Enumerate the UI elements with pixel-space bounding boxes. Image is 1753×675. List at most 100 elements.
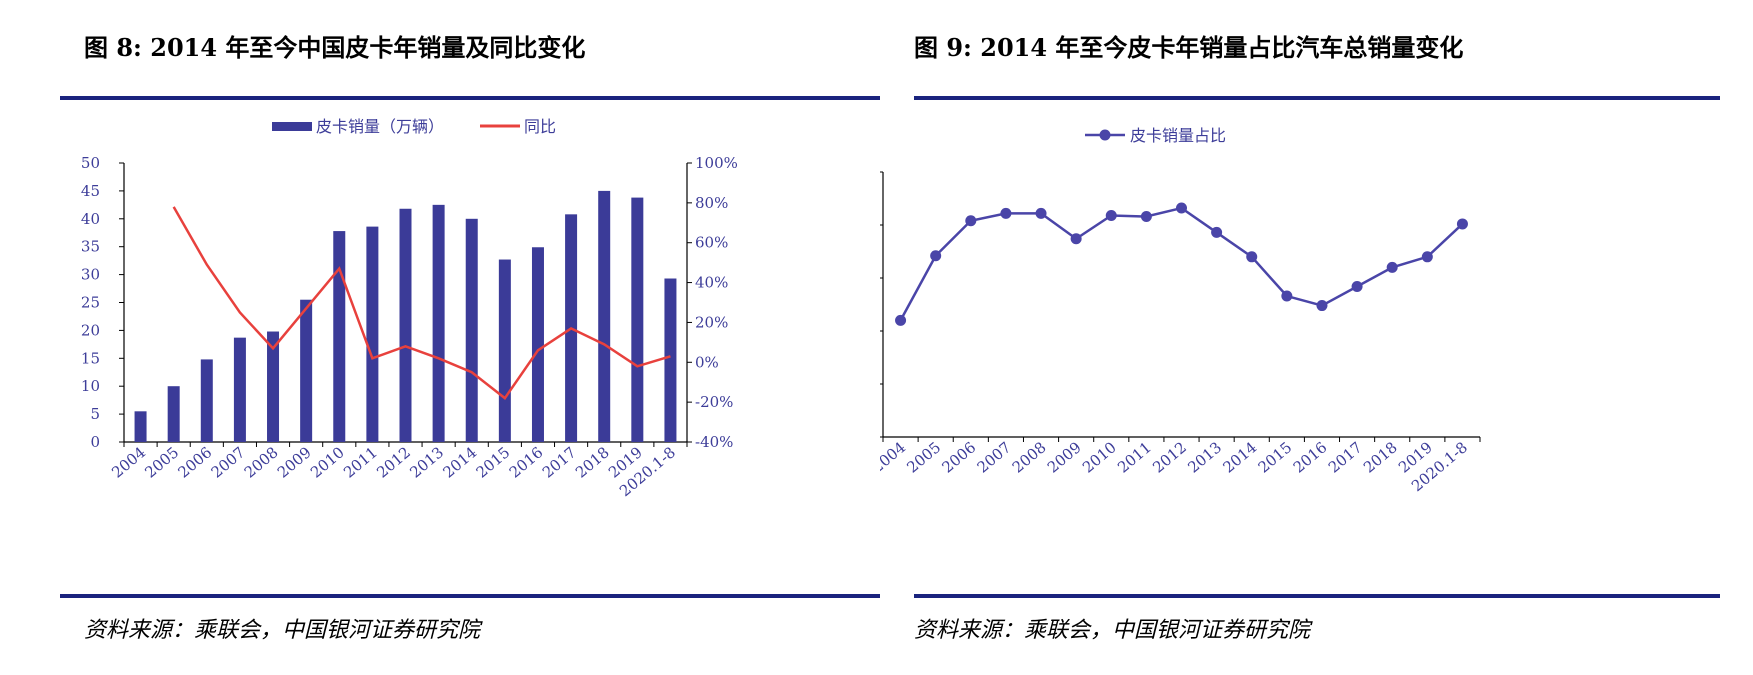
x-tick-label: 2010: [307, 443, 348, 481]
share-point: [1316, 300, 1328, 312]
sales-bar: [631, 197, 644, 442]
share-point: [1421, 251, 1433, 263]
pickup-sales-yoy-chart: 0 5 10 15 20 25 30 35 40 45 50 -40% -20% 0% 20% 40% 60% 8…: [81, 117, 738, 500]
share-point: [1351, 280, 1363, 292]
figure-8-title: 图 8: 2014 年至今中国皮卡年销量及同比变化: [84, 33, 586, 62]
left-y-tick-label: 40: [81, 210, 100, 228]
legend-marker: [1099, 129, 1111, 141]
x-tick-label: 2007: [974, 438, 1015, 476]
x-tick-label: 2014: [1219, 438, 1260, 476]
x-tick-label: 2017: [1325, 438, 1366, 476]
yoy-line: [172, 206, 671, 400]
sales-bar: [664, 278, 677, 442]
x-tick-label: 2008: [241, 443, 282, 481]
x-tick-label: 2004: [108, 443, 149, 481]
right-y-tick-label: -40%: [695, 433, 733, 451]
x-tick-label: 2015: [1255, 438, 1296, 476]
x-tick-label: 2010: [1079, 438, 1120, 476]
figure-9-source: 资料来源：乘联会，中国银河证券研究院: [914, 618, 1311, 643]
share-point: [1000, 207, 1012, 219]
figure-8-panel: 图 8: 2014 年至今中国皮卡年销量及同比变化 0 5 10 15 20 25 30 35…: [60, 33, 880, 643]
x-tick-label: 2018: [1360, 438, 1401, 476]
sales-bar: [333, 231, 346, 442]
share-point: [1070, 233, 1082, 245]
left-y-tick-label: 5: [90, 405, 100, 423]
share-point: [1386, 261, 1398, 273]
x-tick-label: 2005: [903, 438, 944, 476]
share-point: [1456, 218, 1468, 230]
x-tick-label: 2014: [439, 443, 480, 481]
right-y-tick-label: 60%: [695, 234, 728, 252]
x-tick-label: 2013: [406, 443, 447, 481]
left-y-tick-label: 20: [81, 321, 100, 339]
share-point: [1105, 209, 1117, 221]
left-y-tick-label: 45: [81, 182, 100, 200]
sales-bar: [498, 259, 511, 442]
x-tick-label: 2007: [208, 443, 249, 481]
sales-bar: [598, 190, 611, 442]
sales-bar: [465, 218, 478, 442]
figure-8-bottom-rule: [60, 594, 880, 598]
x-tick-label: 2009: [274, 443, 315, 481]
x-tick-label: 2011: [1114, 438, 1155, 476]
figure-9-panel: 图 9: 2014 年至今皮卡年销量占比汽车总销量变化 0.00%0.50%1.…: [880, 0, 1753, 675]
sales-bar: [167, 386, 180, 442]
x-tick-label: 2009: [1044, 438, 1085, 476]
left-y-tick-label: 0: [90, 433, 100, 451]
x-tick-label: 2011: [340, 443, 381, 481]
x-tick-label: 2012: [373, 443, 414, 481]
legend-bar-swatch: [272, 122, 312, 131]
sales-bar: [267, 331, 280, 442]
x-tick-label: 2013: [1184, 438, 1225, 476]
legend-line-label: 同比: [524, 117, 556, 136]
sales-bar: [233, 337, 246, 442]
figure-9-title: 图 9: 2014 年至今皮卡年销量占比汽车总销量变化: [914, 33, 1464, 62]
sales-bar: [134, 411, 147, 442]
x-tick-label: 2018: [572, 443, 613, 481]
sales-bar: [432, 204, 445, 442]
sales-bar: [399, 208, 412, 442]
sales-bar: [300, 299, 313, 442]
sales-bar: [531, 247, 544, 442]
share-point: [1246, 251, 1258, 263]
share-point: [895, 314, 907, 326]
right-y-tick-label: 0%: [695, 353, 719, 371]
share-point: [1176, 202, 1187, 214]
left-y-tick-label: 50: [81, 154, 100, 172]
figure-8-source: 资料来源：乘联会，中国银河证券研究院: [84, 618, 481, 643]
share-point: [1140, 211, 1152, 223]
share-point: [1281, 290, 1293, 302]
left-y-tick-label: 25: [81, 294, 100, 312]
x-tick-label: 2016: [1290, 438, 1331, 476]
left-y-tick-label: 30: [81, 266, 100, 284]
share-line: [899, 206, 1464, 321]
x-tick-label: 2005: [141, 443, 182, 481]
sales-bar: [366, 226, 379, 442]
right-y-tick-label: -20%: [695, 393, 733, 411]
x-tick-label: 2006: [175, 443, 216, 481]
share-point: [930, 250, 942, 262]
x-tick-label: 2004: [880, 438, 909, 476]
figure-9-top-rule: [914, 96, 1720, 100]
figure-8-top-rule: [60, 96, 880, 100]
x-tick-label: 2006: [939, 438, 980, 476]
legend-label: 皮卡销量占比: [1130, 126, 1226, 145]
left-y-tick-label: 10: [81, 377, 100, 395]
x-tick-label: 2017: [539, 443, 580, 481]
right-y-tick-label: 20%: [695, 313, 728, 331]
x-tick-label: 2015: [473, 443, 514, 481]
left-y-tick-label: 15: [81, 349, 100, 367]
sales-bar: [200, 359, 213, 442]
legend-bar-label: 皮卡销量（万辆）: [316, 117, 444, 136]
share-point: [965, 215, 977, 227]
pickup-share-chart: 0.00%0.50%1.00%1.50%2.00%2.50%2004200520…: [880, 126, 1481, 495]
figure-9-bottom-rule: [914, 594, 1720, 598]
right-y-tick-label: 40%: [695, 274, 728, 292]
x-tick-label: 2016: [506, 443, 547, 481]
x-tick-label: 2012: [1149, 438, 1190, 476]
share-point: [1035, 207, 1047, 219]
x-tick-label: 2008: [1009, 438, 1050, 476]
right-y-tick-label: 100%: [695, 154, 738, 172]
left-y-tick-label: 35: [81, 238, 100, 256]
share-point: [1211, 226, 1223, 238]
